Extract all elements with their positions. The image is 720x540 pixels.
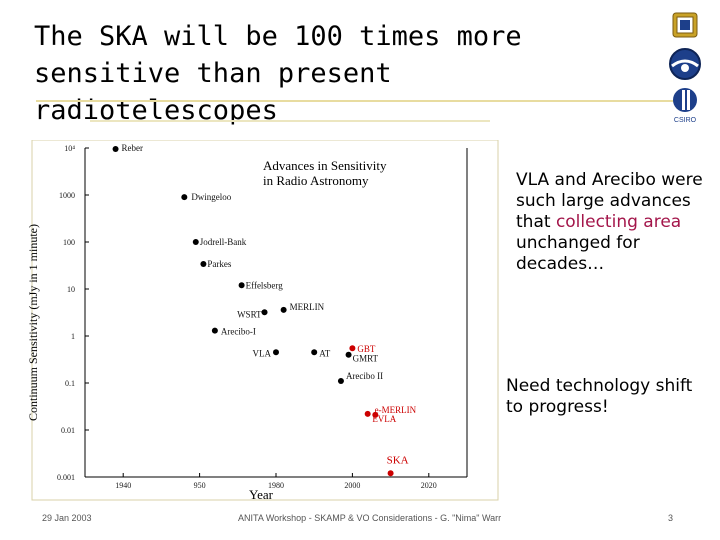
point-at-label: AT [319, 348, 331, 358]
point-jodrell-bank-label: Jodrell-Bank [200, 237, 247, 247]
point-parkes [200, 261, 207, 268]
point-arecibo-ii-label: Arecibo II [346, 371, 383, 381]
y-axis-label: Continuum Sensitivity (mJy in 1 minute) [26, 224, 40, 421]
crest-logo [672, 12, 698, 38]
y-tick-label: 0.1 [65, 379, 75, 388]
y-tick-label: 10 [67, 285, 75, 294]
point-vla-label: VLA [253, 348, 272, 358]
point-evla [372, 411, 379, 418]
point-parkes-label: Parkes [207, 259, 231, 269]
point-jodrell-bank [192, 239, 199, 245]
caption-technology-shift: Need technology shift to progress! [506, 376, 693, 417]
point-merlin [280, 306, 287, 313]
point-e-merlin-label: e-MERLIN [375, 405, 417, 415]
point-ska [387, 470, 394, 477]
point-wsrt [261, 309, 268, 316]
point-dwingeloo [181, 194, 188, 201]
sensitivity-chart: 10⁴ 1000 100 10 1 0.1 0.01 0.001 1940 950 1980 2000… [26, 140, 499, 502]
point-vla [273, 349, 279, 356]
point-reber-label: Reber [122, 143, 144, 153]
footer-center: ANITA Workshop - SKAMP & VO Consideratio… [238, 513, 502, 523]
chart-frame [31, 140, 499, 501]
x-tick-label: 950 [194, 481, 206, 490]
chart-title-line: Advances in Sensitivity [263, 158, 387, 173]
x-tick-label: 2000 [344, 481, 360, 490]
chart-points: Reber Dwingeloo Jodrell-Bank Parkes Effelsbe… [112, 143, 417, 477]
point-evla-label: EVLA [372, 414, 396, 424]
y-tick-label: 10⁴ [64, 144, 75, 153]
point-effelsberg-label: Effelsberg [246, 280, 284, 290]
x-axis-label: Year [249, 487, 274, 502]
caption-text-after: unchanged for decades… [516, 233, 640, 274]
csiro-logo-text: CSIRO [674, 117, 697, 124]
point-gmrt [345, 351, 352, 358]
y-tick-label: 1000 [59, 191, 75, 200]
x-tick-label: 1940 [115, 481, 131, 490]
csiro-logo: CSIRO [673, 88, 697, 124]
x-tick-label: 2020 [421, 481, 437, 490]
point-gbt-label: GBT [357, 344, 376, 354]
point-ska-label: SKA [387, 454, 409, 466]
point-e-merlin [364, 410, 371, 417]
footer-page-number: 3 [668, 513, 674, 523]
chart-title-line: in Radio Astronomy [263, 173, 369, 188]
point-arecibo-i [211, 327, 218, 334]
circular-emblem-logo [669, 48, 701, 80]
chart-axes: 10⁴ 1000 100 10 1 0.1 0.01 0.001 1940 950 1980 2000… [26, 144, 468, 502]
point-gbt [349, 345, 356, 352]
title-divider [36, 100, 676, 102]
title-divider-secondary [90, 120, 490, 122]
point-effelsberg [238, 282, 245, 289]
point-gmrt-label: GMRT [353, 354, 379, 364]
point-dwingeloo-label: Dwingeloo [191, 192, 231, 202]
caption-text-before: VLA and Arecibo were such large advances… [516, 170, 703, 232]
slide-title: The SKA will be 100 times more sensitive… [34, 21, 522, 126]
y-tick-label: 100 [63, 238, 75, 247]
point-reber [112, 146, 119, 153]
caption-highlight: collecting area [555, 212, 682, 232]
point-merlin-label: MERLIN [290, 302, 325, 312]
caption-collecting-area: VLA and Arecibo were such large advances… [516, 170, 706, 275]
point-at [311, 349, 318, 356]
footer-date: 29 Jan 2003 [42, 513, 92, 523]
point-arecibo-i-label: Arecibo-I [221, 327, 256, 337]
point-arecibo-ii [337, 378, 344, 385]
x-tick-label: 1980 [268, 481, 284, 490]
y-tick-label: 0.001 [57, 473, 75, 482]
point-wsrt-label: WSRT [237, 309, 262, 319]
y-tick-label: 1 [71, 332, 75, 341]
y-tick-label: 0.01 [61, 426, 75, 435]
